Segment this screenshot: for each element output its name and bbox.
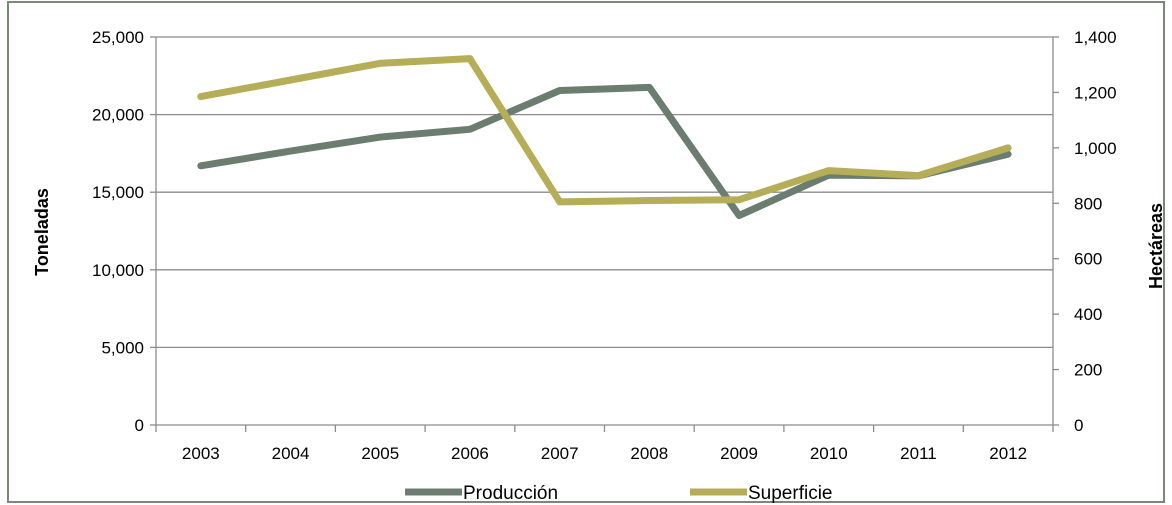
legend-label-2: Superficie — [748, 483, 833, 504]
left-tick-label: 20,000 — [92, 106, 144, 125]
left-tick-label: 25,000 — [92, 28, 144, 47]
x-tick-label: 2009 — [720, 444, 758, 463]
gridlines — [156, 36, 1053, 349]
left-axis-ticks: 0 5,000 10,000 15,000 20,000 25,000 — [92, 28, 144, 435]
left-tick-label: 15,000 — [92, 183, 144, 202]
legend-label-1: Producción — [463, 483, 558, 504]
x-tick-label: 2005 — [361, 444, 399, 463]
x-tick-label: 2010 — [810, 444, 848, 463]
left-tick-label: 5,000 — [101, 338, 144, 357]
x-axis-ticks: 2003 2004 2005 2006 2007 2008 2009 2010 2011 2012 — [182, 444, 1027, 463]
x-tick-label: 2004 — [272, 444, 310, 463]
x-tick-label: 2008 — [630, 444, 668, 463]
x-tick-label: 2011 — [900, 444, 937, 463]
series-lines — [197, 55, 1012, 219]
x-tick-label: 2007 — [541, 444, 579, 463]
right-tick-label: 800 — [1074, 194, 1102, 213]
right-axis-ticks: 0 200 400 600 800 1,000 1,200 1,400 — [1074, 28, 1117, 435]
right-tick-label: 400 — [1074, 305, 1102, 324]
series-line-2 — [197, 55, 1012, 206]
right-tick-label: 600 — [1074, 250, 1102, 269]
y-axis-title-right: Hectáreas — [1146, 203, 1166, 289]
right-tick-label: 1,200 — [1074, 83, 1117, 102]
chart-frame — [7, 1, 1165, 503]
left-tick-label: 10,000 — [92, 261, 144, 280]
y-axis-title-left: Toneladas — [32, 188, 52, 276]
right-tick-label: 0 — [1074, 416, 1083, 435]
x-tick-label: 2003 — [182, 444, 220, 463]
x-tick-label: 2006 — [451, 444, 489, 463]
left-tick-label: 0 — [135, 416, 144, 435]
series-line-1 — [197, 83, 1012, 219]
right-tick-label: 200 — [1074, 361, 1102, 380]
x-tick-label: 2012 — [989, 444, 1027, 463]
legend: Producción Superficie — [405, 483, 833, 504]
axes — [150, 36, 1059, 432]
right-tick-label: 1,000 — [1074, 139, 1117, 158]
right-tick-label: 1,400 — [1074, 28, 1117, 47]
